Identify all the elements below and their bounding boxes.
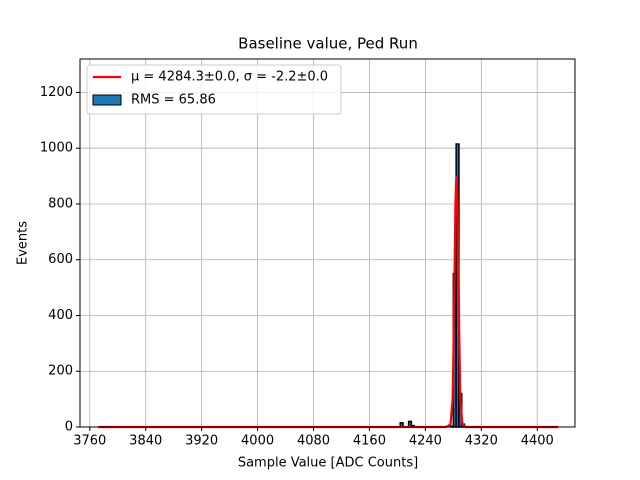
y-tick-label: 0: [65, 420, 73, 435]
legend: μ = 4284.3±0.0, σ = -2.2±0.0 RMS = 65.86: [86, 64, 342, 115]
x-tick-label: 4320: [465, 434, 498, 449]
legend-box: [86, 64, 342, 115]
y-axis-label: Events: [16, 221, 31, 265]
x-axis-label: Sample Value [ADC Counts]: [238, 456, 418, 471]
y-tick-label: 200: [48, 364, 73, 379]
x-tick-label: 3920: [185, 434, 218, 449]
x-tick-label: 4400: [521, 434, 554, 449]
x-tick-label: 4080: [297, 434, 330, 449]
y-tick-label: 600: [48, 252, 73, 267]
y-tick-label: 400: [48, 308, 73, 323]
y-tick-label: 1000: [40, 141, 73, 156]
x-tick-label: 3840: [129, 434, 162, 449]
y-tick-label: 800: [48, 196, 73, 211]
legend-label: RMS = 65.86: [131, 93, 216, 108]
fit-line: [98, 176, 559, 429]
y-tick-label: 1200: [40, 85, 73, 100]
chart-title: Baseline value, Ped Run: [238, 35, 418, 53]
x-tick-label: 4000: [241, 434, 274, 449]
legend-swatch: [92, 94, 122, 106]
x-tick-label: 4160: [353, 434, 386, 449]
x-tick-label: 3760: [73, 434, 106, 449]
ticks: 3760 3840 3920 4000 4080 4160 4240 4320 4400 0 200…: [40, 85, 554, 449]
x-tick-label: 4240: [409, 434, 442, 449]
legend-label: μ = 4284.3±0.0, σ = -2.2±0.0: [131, 70, 328, 85]
axes-frame: [79, 58, 576, 428]
